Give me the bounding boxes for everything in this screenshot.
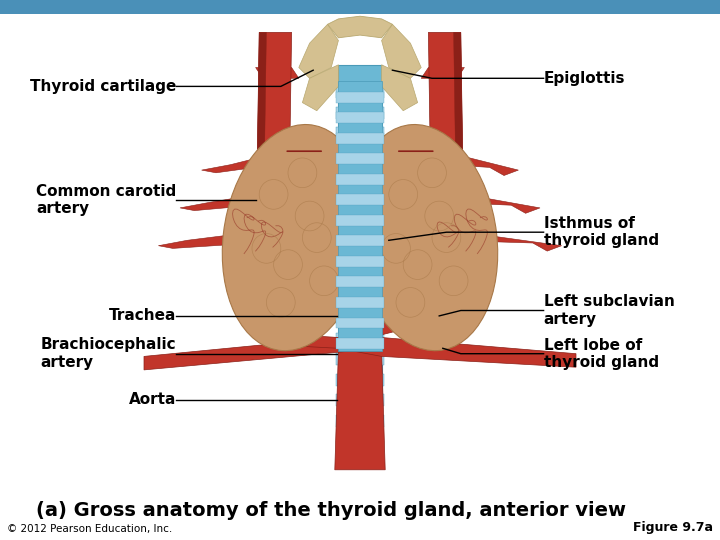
Polygon shape <box>336 394 384 406</box>
Text: Brachiocephalic
artery: Brachiocephalic artery <box>41 338 176 370</box>
Polygon shape <box>382 270 468 335</box>
Polygon shape <box>336 374 384 386</box>
Polygon shape <box>336 333 384 345</box>
Polygon shape <box>202 154 274 173</box>
Polygon shape <box>336 312 384 324</box>
Text: Trachea: Trachea <box>109 308 176 323</box>
Polygon shape <box>302 65 338 111</box>
Polygon shape <box>338 65 382 443</box>
Polygon shape <box>336 127 384 139</box>
Polygon shape <box>446 230 562 251</box>
Polygon shape <box>336 148 384 160</box>
Ellipse shape <box>352 125 498 350</box>
Polygon shape <box>335 351 385 470</box>
Text: Epiglottis: Epiglottis <box>544 71 625 86</box>
Polygon shape <box>144 338 382 370</box>
Polygon shape <box>336 353 384 365</box>
Polygon shape <box>421 68 464 78</box>
Polygon shape <box>336 292 384 303</box>
Polygon shape <box>256 32 266 270</box>
Polygon shape <box>446 154 518 176</box>
Polygon shape <box>336 174 384 185</box>
Polygon shape <box>336 276 384 287</box>
Polygon shape <box>336 235 384 246</box>
Polygon shape <box>428 32 464 270</box>
Polygon shape <box>180 192 274 211</box>
Polygon shape <box>338 338 576 367</box>
Polygon shape <box>336 189 384 201</box>
Text: (a) Gross anatomy of the thyroid gland, anterior view: (a) Gross anatomy of the thyroid gland, … <box>36 501 626 520</box>
Polygon shape <box>336 215 384 226</box>
Polygon shape <box>338 81 382 351</box>
Text: Left lobe of
thyroid gland: Left lobe of thyroid gland <box>544 338 659 370</box>
Bar <box>0 0 720 14</box>
Text: Isthmus of
thyroid gland: Isthmus of thyroid gland <box>544 216 659 248</box>
Text: Left subclavian
artery: Left subclavian artery <box>544 294 675 327</box>
Polygon shape <box>336 318 384 328</box>
Polygon shape <box>256 32 292 270</box>
Polygon shape <box>336 415 384 427</box>
Polygon shape <box>336 271 384 283</box>
Polygon shape <box>382 65 418 111</box>
Text: Figure 9.7a: Figure 9.7a <box>633 521 713 534</box>
Polygon shape <box>158 230 274 248</box>
Polygon shape <box>382 24 421 78</box>
Polygon shape <box>336 194 384 205</box>
Polygon shape <box>336 338 384 349</box>
Polygon shape <box>336 133 384 144</box>
Polygon shape <box>299 24 338 78</box>
Polygon shape <box>446 192 540 213</box>
Text: Common carotid
artery: Common carotid artery <box>36 184 176 216</box>
Text: © 2012 Pearson Education, Inc.: © 2012 Pearson Education, Inc. <box>7 523 173 534</box>
Polygon shape <box>336 168 384 180</box>
Text: Aorta: Aorta <box>129 392 176 407</box>
Polygon shape <box>336 107 384 119</box>
Polygon shape <box>336 256 384 267</box>
Polygon shape <box>454 32 464 270</box>
Polygon shape <box>336 251 384 262</box>
Polygon shape <box>328 16 392 38</box>
Polygon shape <box>336 92 384 103</box>
Text: Thyroid cartilage: Thyroid cartilage <box>30 79 176 94</box>
Polygon shape <box>336 153 384 164</box>
Polygon shape <box>338 219 382 246</box>
Polygon shape <box>256 68 299 78</box>
Polygon shape <box>336 210 384 221</box>
Polygon shape <box>336 112 384 123</box>
Polygon shape <box>336 230 384 242</box>
Polygon shape <box>336 86 384 98</box>
Polygon shape <box>252 270 338 348</box>
Polygon shape <box>336 297 384 308</box>
Ellipse shape <box>222 125 368 350</box>
